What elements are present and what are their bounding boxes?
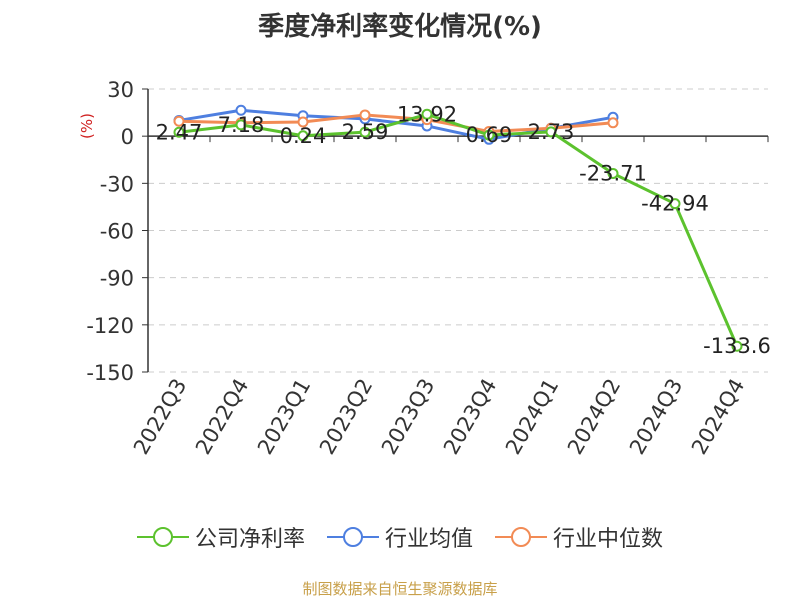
data-point xyxy=(669,198,681,210)
legend-marker-industry-median xyxy=(495,525,547,549)
x-tick-label: 2024Q2 xyxy=(563,375,625,459)
data-point xyxy=(421,108,433,120)
legend-item-company[interactable]: 公司净利率 xyxy=(136,521,305,553)
x-tick-label: 2022Q3 xyxy=(129,375,191,459)
y-tick-label: -120 xyxy=(86,314,134,338)
data-point xyxy=(297,116,309,128)
x-tick-label: 2022Q4 xyxy=(191,375,253,459)
data-point xyxy=(173,126,185,138)
legend-label-company: 公司净利率 xyxy=(194,527,305,552)
data-label: 2.59 xyxy=(342,120,389,144)
legend-marker-industry-mean xyxy=(326,525,379,549)
grid-lines xyxy=(148,88,768,373)
data-point xyxy=(235,104,247,116)
data-label: 7.18 xyxy=(218,113,265,137)
x-tick-label: 2023Q1 xyxy=(253,375,315,459)
data-label: -42.94 xyxy=(641,192,709,216)
y-tick-label: -150 xyxy=(86,361,134,385)
data-point xyxy=(297,130,309,142)
x-tick-label: 2023Q3 xyxy=(377,375,439,459)
data-point xyxy=(545,126,557,138)
y-tick-label: 0 xyxy=(121,125,134,149)
data-labels: 2.47 7.18 0.24 2.59 13.92 0.69 2.73-23.71 -42.9… xyxy=(156,102,771,358)
data-point xyxy=(235,119,247,131)
data-label: -23.71 xyxy=(579,161,647,185)
x-tick-label: 2024Q4 xyxy=(687,375,749,459)
legend: 公司净利率 行业均值 行业中位数 xyxy=(0,520,800,554)
data-point xyxy=(607,117,619,129)
legend-marker-company xyxy=(136,525,189,549)
data-point xyxy=(607,167,619,179)
data-label: 0.69 xyxy=(466,123,513,147)
y-tick-label: 30 xyxy=(107,78,134,102)
x-tick-label: 2024Q3 xyxy=(625,375,687,459)
source-note: 制图数据来自恒生聚源数据库 xyxy=(302,580,498,598)
legend-item-industry-median[interactable]: 行业中位数 xyxy=(495,521,663,553)
x-tick-label: 2023Q4 xyxy=(439,375,501,459)
series-line-0 xyxy=(178,112,739,347)
data-point xyxy=(483,129,495,141)
y-tick-label: -90 xyxy=(100,267,134,291)
data-point xyxy=(731,340,743,352)
data-point xyxy=(173,115,185,127)
chart-title: 季度净利率变化情况(%) xyxy=(258,12,542,42)
x-tick-label: 2024Q1 xyxy=(501,375,563,459)
legend-label-industry-mean: 行业均值 xyxy=(384,527,473,552)
legend-label-industry-median: 行业中位数 xyxy=(553,527,664,552)
data-label: 2.47 xyxy=(156,120,203,144)
data-label: -133.6 xyxy=(703,334,771,358)
y-tick-label: -60 xyxy=(100,220,134,244)
series-line-2 xyxy=(178,113,614,133)
data-label: 0.24 xyxy=(280,124,327,148)
legend-item-industry-mean[interactable]: 行业均值 xyxy=(326,521,473,553)
data-label: 13.92 xyxy=(397,102,457,126)
y-tick-label: -30 xyxy=(100,172,134,196)
y-axis-label: (%) xyxy=(78,113,96,139)
data-label: 2.73 xyxy=(528,120,575,144)
series-lines xyxy=(173,104,743,352)
data-point xyxy=(359,109,371,121)
x-tick-label: 2023Q2 xyxy=(315,375,377,459)
data-point xyxy=(359,126,371,138)
